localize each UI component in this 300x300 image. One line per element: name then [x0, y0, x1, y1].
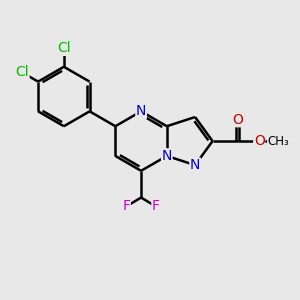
Text: O: O [232, 113, 243, 127]
Text: N: N [136, 104, 146, 118]
Text: CH₃: CH₃ [268, 135, 290, 148]
Text: N: N [190, 158, 200, 172]
Text: F: F [122, 200, 130, 214]
Text: F: F [152, 200, 160, 214]
Text: N: N [162, 149, 172, 163]
Text: O: O [254, 134, 265, 148]
Text: Cl: Cl [15, 65, 29, 80]
Text: Cl: Cl [57, 41, 71, 56]
